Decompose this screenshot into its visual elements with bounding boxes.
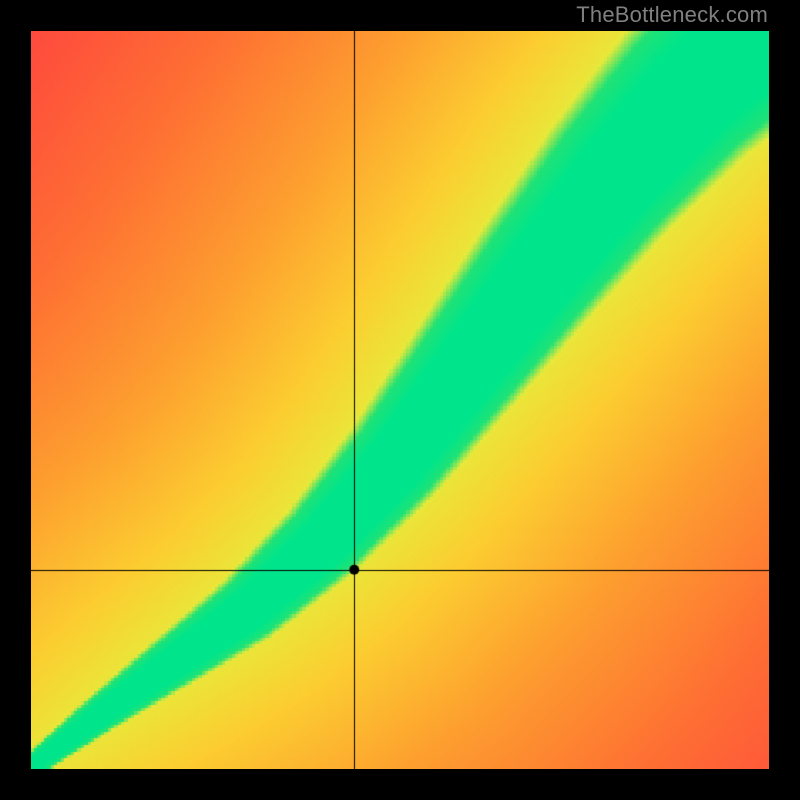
- plot-frame: [31, 31, 769, 769]
- heatmap-canvas: [31, 31, 769, 769]
- chart-container: TheBottleneck.com: [0, 0, 800, 800]
- watermark-text: TheBottleneck.com: [576, 2, 768, 28]
